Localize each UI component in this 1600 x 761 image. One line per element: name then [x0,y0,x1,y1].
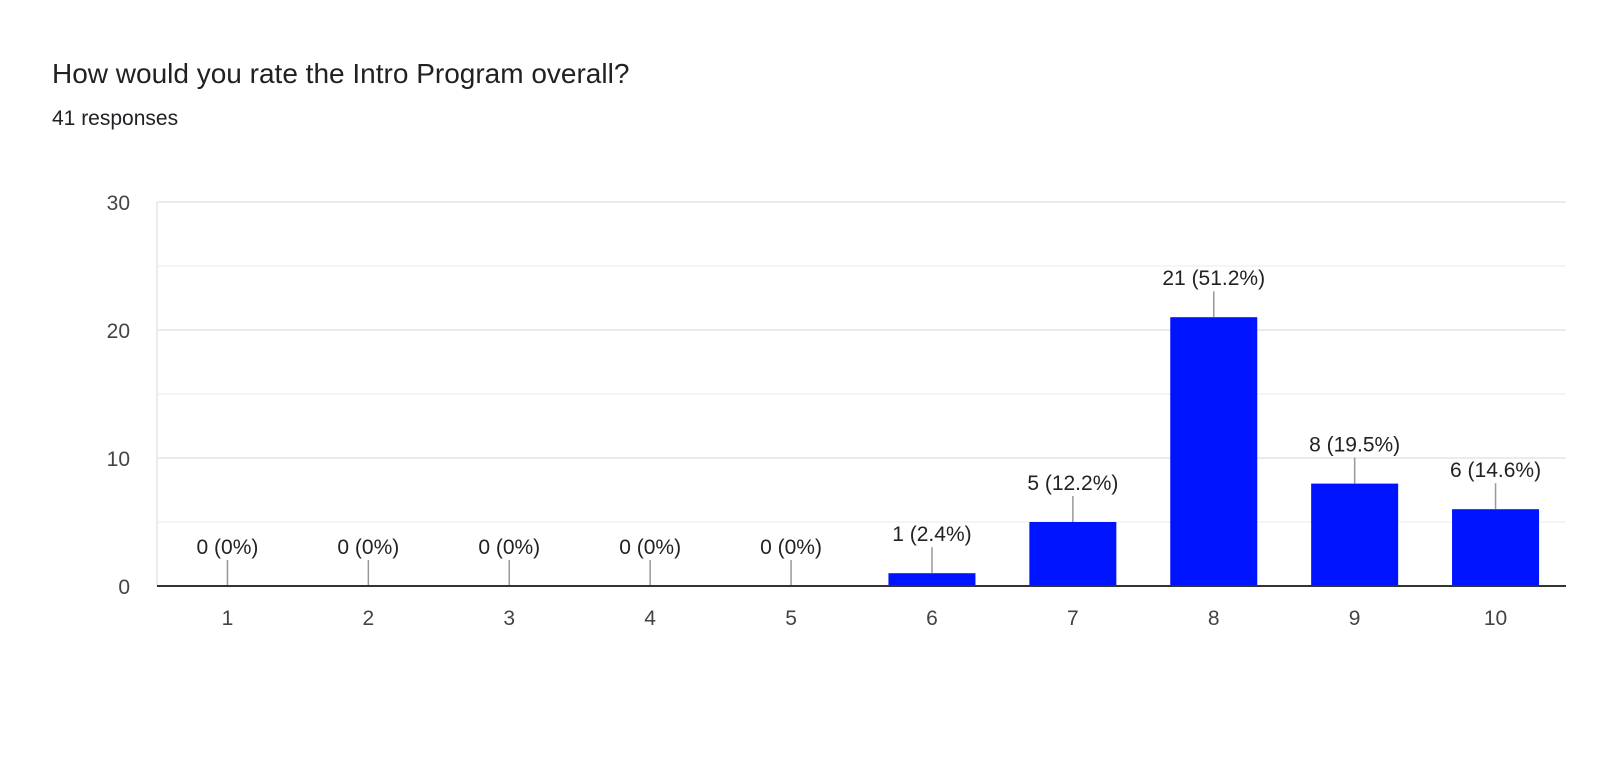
data-label: 0 (0%) [337,536,399,559]
x-tick-label: 8 [1208,607,1220,630]
bar [1029,522,1117,586]
x-tick-label: 4 [644,607,656,630]
y-tick-label: 0 [118,576,130,599]
bar [888,573,976,586]
bar [1452,509,1540,586]
data-label: 0 (0%) [478,536,540,559]
x-tick-label: 10 [1484,607,1507,630]
data-label: 5 (12.2%) [1027,472,1118,495]
x-tick-label: 1 [222,607,234,630]
data-label: 0 (0%) [760,536,822,559]
question-title: How would you rate the Intro Program ove… [52,58,630,89]
data-label: 21 (51.2%) [1162,267,1265,290]
bar [1170,317,1258,586]
x-tick-label: 3 [503,607,515,630]
data-label: 0 (0%) [619,536,681,559]
y-tick-label: 20 [107,320,130,343]
y-tick-label: 30 [107,192,130,215]
y-tick-label: 10 [107,448,130,471]
data-label: 1 (2.4%) [892,523,971,546]
x-tick-label: 6 [926,607,938,630]
x-tick-label: 2 [363,607,375,630]
data-label: 0 (0%) [197,536,259,559]
x-tick-label: 5 [785,607,797,630]
x-tick-label: 9 [1349,607,1361,630]
data-label: 8 (19.5%) [1309,434,1400,457]
x-tick-label: 7 [1067,607,1079,630]
data-label: 6 (14.6%) [1450,459,1541,482]
response-count: 41 responses [52,107,179,130]
bar [1311,483,1399,586]
